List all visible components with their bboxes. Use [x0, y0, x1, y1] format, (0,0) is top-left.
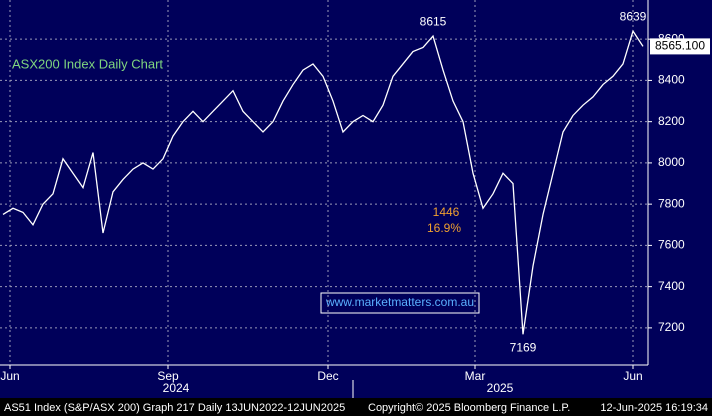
y-tick-label: 8200	[658, 114, 685, 128]
y-tick-label: 7400	[658, 279, 685, 293]
footer-text: Copyright© 2025 Bloomberg Finance L.P.	[368, 402, 570, 414]
y-tick-label: 8400	[658, 73, 685, 87]
x-tick-label: Jun	[0, 369, 19, 383]
chart-title: ASX200 Index Daily Chart	[12, 56, 163, 71]
move-label: 16.9%	[427, 221, 461, 235]
x-tick-label: Jun	[623, 369, 642, 383]
y-tick-label: 7800	[658, 196, 685, 210]
y-tick-label: 7600	[658, 238, 685, 252]
footer-bar	[0, 398, 712, 416]
footer-text: AS51 Index (S&P/ASX 200) Graph 217 Daily…	[4, 402, 345, 414]
annotation: 8639	[620, 9, 647, 23]
watermark: www.marketmatters.com.au	[325, 295, 474, 309]
watermark-box	[320, 292, 480, 314]
footer-text: 12-Jun-2025 16:19:34	[600, 402, 708, 414]
x-tick-label: Dec	[317, 369, 338, 383]
x-tick-label: Sep	[157, 369, 179, 383]
annotation: 7169	[510, 340, 537, 354]
y-tick-label: 8000	[658, 155, 685, 169]
year-label: 2024	[163, 381, 190, 395]
last-price-box	[650, 38, 710, 55]
last-price-label: 8565.100	[655, 39, 705, 53]
year-label: 2025	[487, 381, 514, 395]
y-tick-label: 7200	[658, 320, 685, 334]
annotation: 8615	[420, 14, 447, 28]
background	[0, 0, 712, 398]
move-label: 1446	[433, 205, 460, 219]
price-line	[2, 29, 644, 335]
x-tick-label: Mar	[465, 369, 486, 383]
